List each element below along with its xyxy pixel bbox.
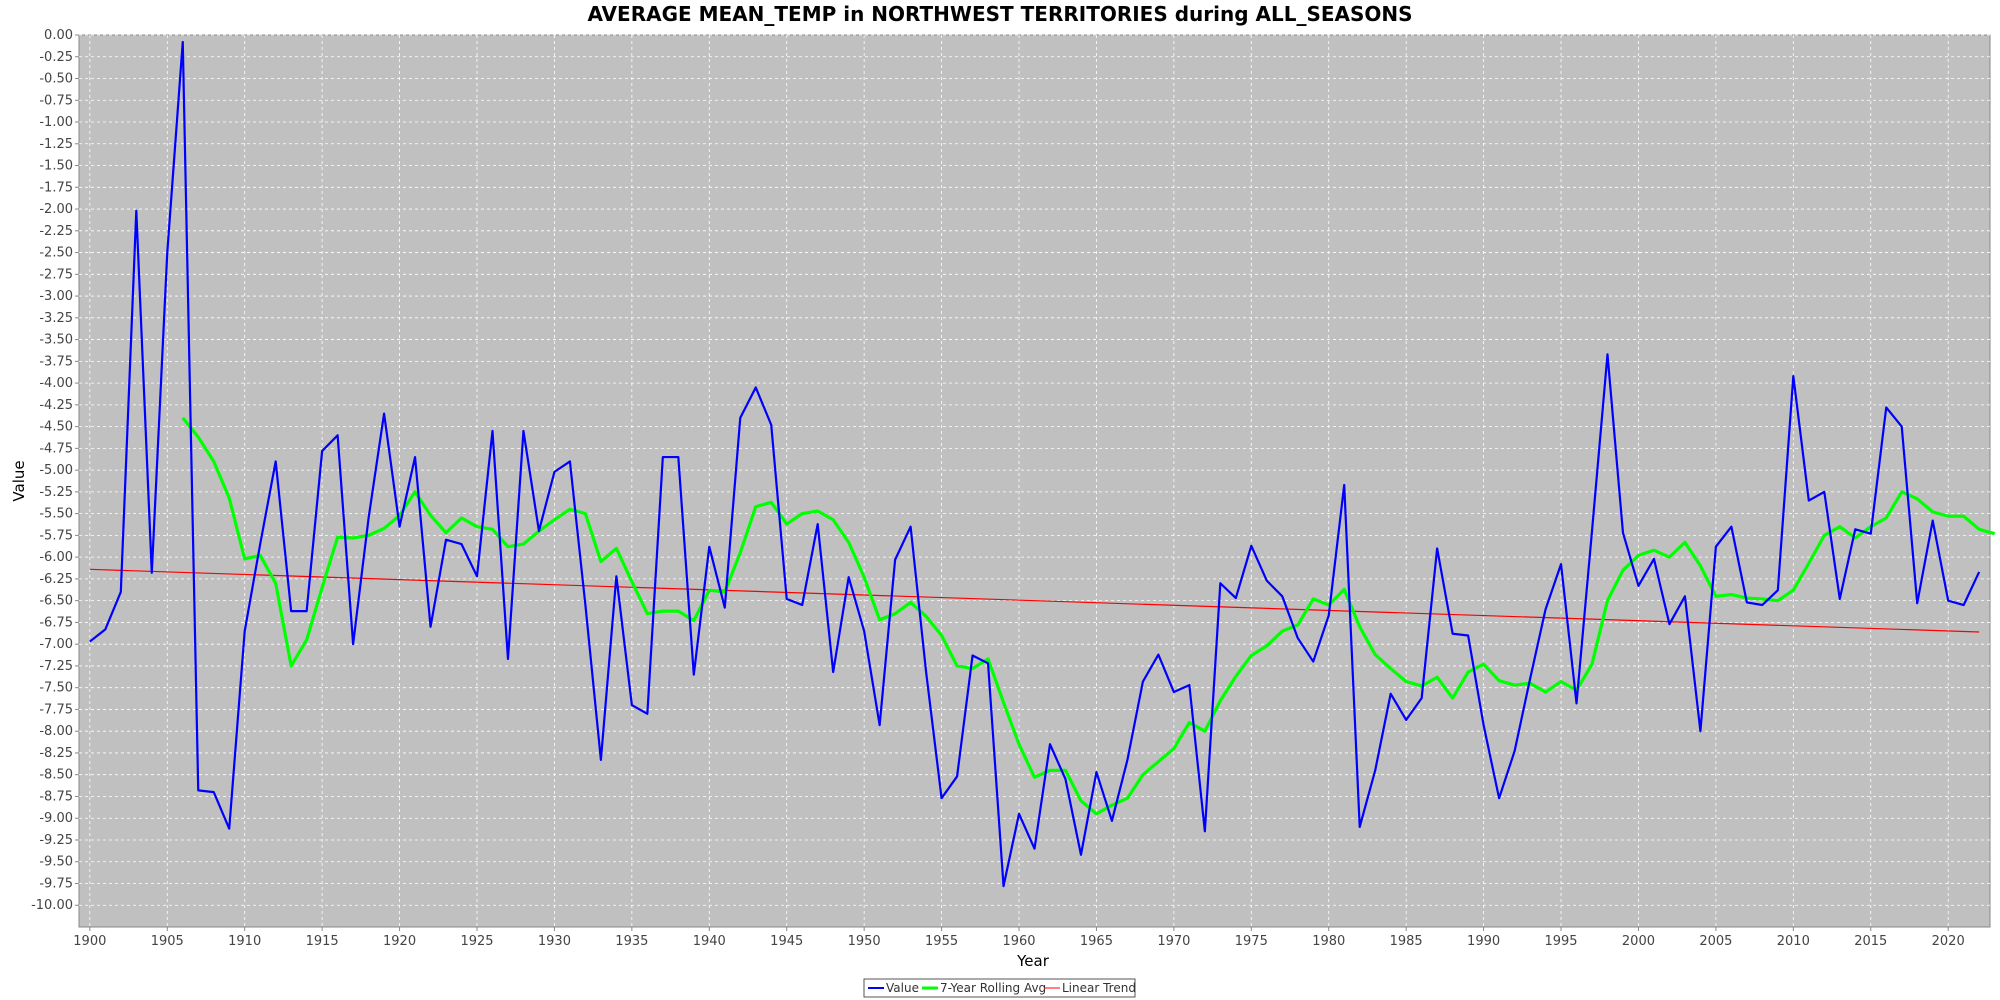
y-tick-label: -3.75 [39,354,73,369]
y-tick-label: -2.75 [39,267,73,282]
y-tick-label: -9.50 [39,855,73,870]
x-tick-label: 1920 [383,934,416,949]
x-tick-label: 1990 [1467,934,1500,949]
y-tick-label: 0.00 [44,28,73,43]
y-tick-label: -4.50 [39,420,73,435]
y-tick-label: -7.75 [39,702,73,717]
y-tick-label: -8.00 [39,724,73,739]
y-tick-label: -6.50 [39,594,73,609]
y-tick-label: -7.50 [39,681,73,696]
legend-box [863,978,1136,998]
y-axis-ticks: 0.00 -0.25 -0.50 -0.75 -1.00 -1.25 -1.50 -1.75 -… [31,28,79,913]
x-tick-label: 1950 [848,934,881,949]
x-tick-label: 1965 [1080,934,1113,949]
legend-label-value: Value [886,981,919,995]
series-line-value [89,40,1981,888]
x-tick-label: 1975 [1235,934,1268,949]
x-tick-label: 1905 [151,934,184,949]
y-tick-label: -3.25 [39,311,73,326]
y-tick-label: -6.25 [39,572,73,587]
x-tick-label: 2000 [1622,934,1655,949]
y-tick-label: -4.25 [39,398,73,413]
y-tick-label: -1.00 [39,115,73,130]
x-tick-label: 1995 [1544,934,1577,949]
y-tick-label: -0.25 [39,50,73,65]
series-line-linear-trend [89,568,1980,633]
y-tick-label: -4.75 [39,441,73,456]
y-tick-label: -0.50 [39,72,73,87]
x-tick-label: 1915 [306,934,339,949]
y-tick-label: -9.25 [39,833,73,848]
y-tick-label: -9.75 [39,876,73,891]
x-tick-label: 1955 [925,934,958,949]
x-tick-label: 1985 [1390,934,1423,949]
x-tick-label: 2005 [1699,934,1732,949]
y-tick-label: -0.75 [39,93,73,108]
x-tick-label: 2020 [1932,934,1965,949]
x-tick-label: 1970 [1157,934,1190,949]
y-tick-label: -7.25 [39,659,73,674]
y-tick-label: -2.25 [39,224,73,239]
x-tick-label: 1940 [693,934,726,949]
y-tick-label: -9.00 [39,811,73,826]
y-tick-label: -8.50 [39,768,73,783]
legend-label-linear-trend: Linear Trend [1062,981,1136,995]
y-tick-label: -2.00 [39,202,73,217]
y-tick-label: -4.00 [39,376,73,391]
y-tick-label: -5.00 [39,463,73,478]
x-tick-label: 1960 [1002,934,1035,949]
y-tick-label: -1.75 [39,180,73,195]
plot-area [78,34,1991,928]
series-line-rolling-avg [181,416,1996,816]
y-tick-label: -5.75 [39,528,73,543]
x-tick-label: 1910 [228,934,261,949]
x-tick-label: 1900 [73,934,106,949]
x-tick-label: 1980 [1312,934,1345,949]
x-axis-ticks: 1900 1905 1910 1915 1920 1925 1930 1935 1940 1945… [73,927,1965,949]
grid [79,34,1990,927]
x-tick-label: 2010 [1777,934,1810,949]
y-tick-label: -6.00 [39,550,73,565]
series-layer [89,40,1996,888]
x-tick-label: 1925 [460,934,493,949]
y-tick-label: -2.50 [39,246,73,261]
y-axis-label: Value [10,460,28,501]
legend: Value 7-Year Rolling Avg Linear Trend [863,978,1136,998]
y-tick-label: -10.00 [31,898,73,913]
y-tick-label: -1.50 [39,159,73,174]
legend-label-rolling-avg: 7-Year Rolling Avg [940,981,1046,995]
y-tick-label: -3.00 [39,289,73,304]
y-tick-label: -1.25 [39,137,73,152]
y-tick-label: -8.25 [39,746,73,761]
x-axis-label: Year [1016,952,1050,970]
x-tick-label: 1930 [538,934,571,949]
x-tick-label: 1935 [615,934,648,949]
y-tick-label: -6.75 [39,615,73,630]
chart-title: AVERAGE MEAN_TEMP in NORTHWEST TERRITORI… [587,2,1412,26]
y-tick-label: -8.75 [39,789,73,804]
y-tick-label: -5.50 [39,507,73,522]
y-tick-label: -7.00 [39,637,73,652]
y-tick-label: -3.50 [39,333,73,348]
x-tick-label: 2015 [1854,934,1887,949]
x-tick-label: 1945 [770,934,803,949]
y-tick-label: -5.25 [39,485,73,500]
